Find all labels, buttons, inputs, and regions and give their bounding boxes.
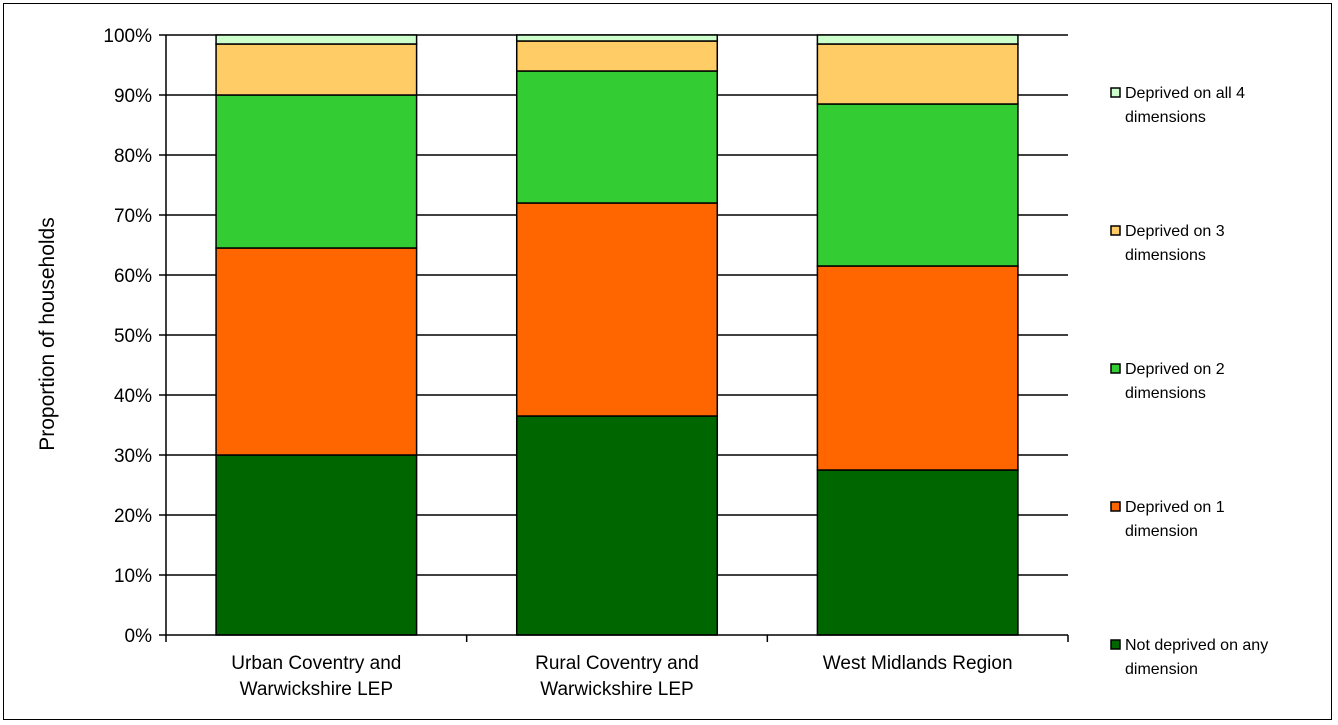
y-tick-label: 0% (125, 626, 153, 647)
y-tick-label: 10% (114, 566, 152, 587)
x-category-label: Warwickshire LEP (540, 679, 693, 700)
legend-label: Deprived on 3 (1125, 223, 1225, 240)
y-axis-title: Proportion of households (36, 217, 59, 451)
legend-label: dimensions (1125, 385, 1206, 402)
chart-area: 0% 10% 20% 30% 40% 50% 60% 70% 80% 90% 100% Urban … (3, 3, 1332, 720)
x-category-labels: Urban Coventry and Warwickshire LEP Rural … (231, 653, 1012, 700)
y-tick-label: 30% (114, 446, 152, 467)
bar-segment (816, 469, 1019, 636)
bar-segment (816, 34, 1019, 45)
bar-segment (215, 247, 418, 456)
stacked-bar-chart: 0% 10% 20% 30% 40% 50% 60% 70% 80% 90% 100% Urban … (36, 26, 1268, 700)
y-tick-label: 100% (103, 26, 152, 47)
legend-swatch (1110, 501, 1121, 512)
bar-segment (215, 94, 418, 249)
x-category-label: West Midlands Region (823, 653, 1013, 674)
bar-segment (515, 70, 719, 204)
y-tick-label: 70% (114, 206, 152, 227)
bar-segment (215, 454, 418, 636)
bar-segment (816, 103, 1019, 267)
bar-segment (515, 415, 719, 636)
bars (215, 34, 1019, 636)
y-tick-label: 60% (114, 266, 152, 287)
x-category-label: Rural Coventry and (535, 653, 699, 674)
y-tick-label: 80% (114, 146, 152, 167)
legend-swatch (1110, 87, 1121, 98)
y-tick-label: 90% (114, 86, 152, 107)
legend-label: Deprived on all 4 (1125, 85, 1245, 102)
bar-segment (816, 43, 1019, 105)
bar-segment (215, 43, 418, 96)
y-tick-label: 40% (114, 386, 152, 407)
x-category-label: Urban Coventry and (231, 653, 401, 674)
y-tick-label: 20% (114, 506, 152, 527)
legend-label: Deprived on 2 (1125, 361, 1225, 378)
legend-label: dimensions (1125, 247, 1206, 264)
legend-label: dimension (1125, 661, 1198, 678)
bar-segment (515, 40, 719, 72)
bar-segment (215, 34, 418, 45)
legend-label: dimensions (1125, 109, 1206, 126)
legend-label: Not deprived on any (1125, 637, 1268, 654)
y-tick-label: 50% (114, 326, 152, 347)
bar-segment (816, 265, 1019, 471)
legend-swatch (1110, 363, 1121, 374)
legend: Deprived on all 4 dimensions Deprived on 3… (1110, 85, 1268, 678)
y-tick-labels: 0% 10% 20% 30% 40% 50% 60% 70% 80% 90% 100% (103, 26, 152, 647)
axes (159, 34, 1069, 642)
legend-label: dimension (1125, 523, 1198, 540)
x-category-label: Warwickshire LEP (240, 679, 393, 700)
bar-segment (515, 34, 719, 42)
legend-label: Deprived on 1 (1125, 499, 1225, 516)
legend-swatch (1110, 639, 1121, 650)
legend-swatch (1110, 225, 1121, 236)
bar-segment (515, 202, 719, 417)
